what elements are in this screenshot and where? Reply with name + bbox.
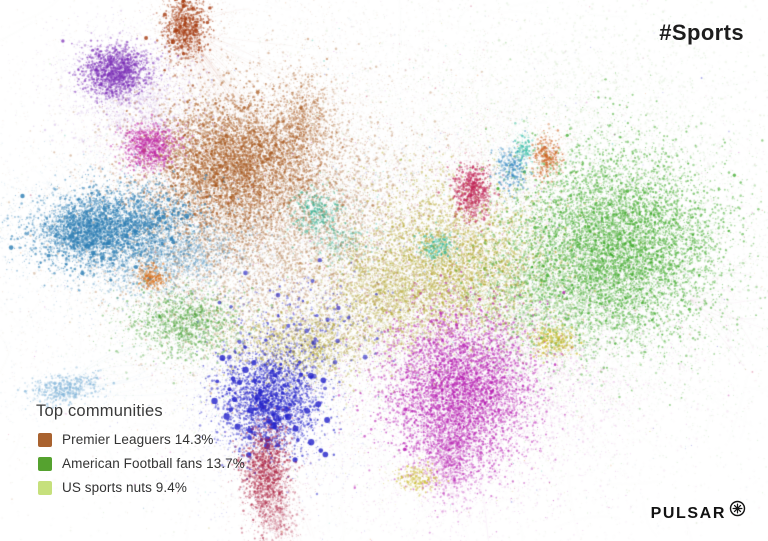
- legend-swatch-premier-leaguers: [38, 432, 52, 447]
- asterisk-circle-icon: [729, 500, 746, 517]
- legend: Top communities Premier Leaguers 14.3% A…: [36, 402, 245, 504]
- pulsar-logo-text: PULSAR: [650, 505, 726, 522]
- legend-item: Premier Leaguers 14.3%: [36, 432, 245, 447]
- legend-item: US sports nuts 9.4%: [36, 480, 245, 495]
- legend-item-label: American Football fans 13.7%: [62, 456, 245, 471]
- legend-swatch-us-sports-nuts: [38, 480, 52, 495]
- legend-item-label: Premier Leaguers 14.3%: [62, 432, 214, 447]
- legend-swatch-american-football: [38, 456, 52, 471]
- page-title: #Sports: [659, 20, 744, 45]
- legend-item: American Football fans 13.7%: [36, 456, 245, 471]
- legend-heading: Top communities: [36, 402, 163, 420]
- legend-item-label: US sports nuts 9.4%: [62, 480, 187, 495]
- pulsar-logo: PULSAR: [651, 500, 746, 523]
